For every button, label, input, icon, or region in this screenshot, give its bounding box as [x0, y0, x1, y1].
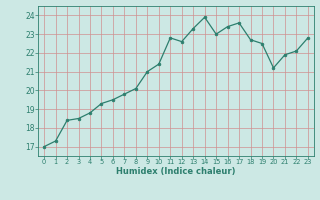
X-axis label: Humidex (Indice chaleur): Humidex (Indice chaleur): [116, 167, 236, 176]
